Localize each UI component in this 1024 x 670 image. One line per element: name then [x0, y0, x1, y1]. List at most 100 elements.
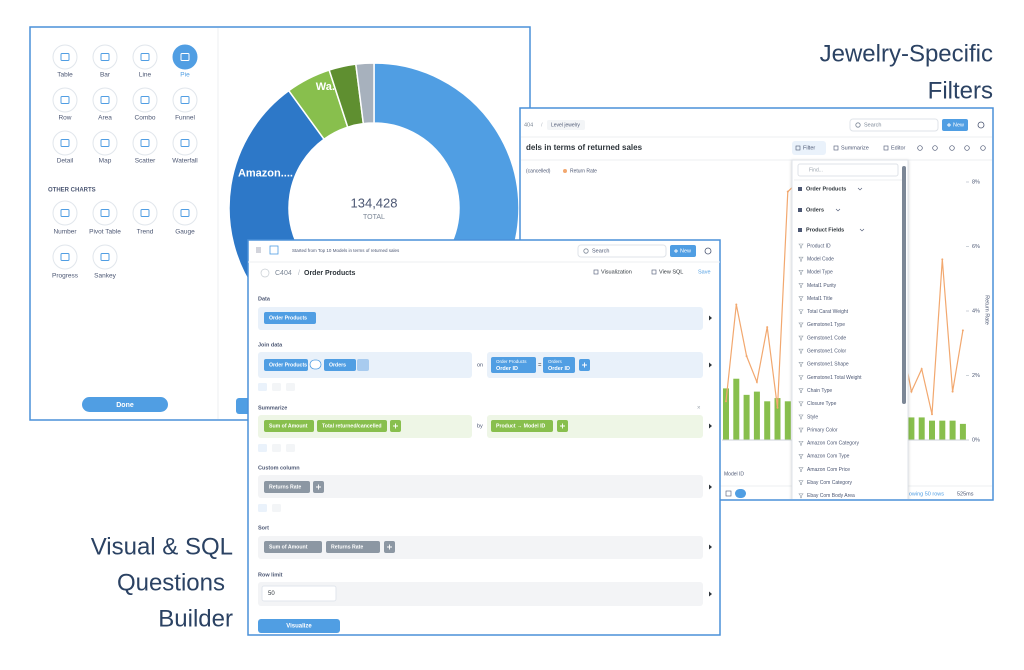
- add-button[interactable]: [579, 359, 590, 371]
- table-group[interactable]: Orders: [798, 207, 841, 213]
- step-pill[interactable]: Order Products Order ID: [491, 357, 536, 373]
- field-option[interactable]: Total Carat Weight: [798, 309, 849, 315]
- line-point: [755, 380, 758, 383]
- toolbar-button[interactable]: Editor: [880, 141, 914, 155]
- field-option[interactable]: Chain Type: [798, 388, 832, 394]
- chart-type-option[interactable]: Line: [132, 44, 158, 79]
- legend-swatch: [563, 169, 567, 173]
- chart-type-option[interactable]: Detail: [52, 130, 78, 165]
- row-count: Showing 50 rows: [902, 491, 944, 497]
- field-option[interactable]: Gemstone1 Shape: [798, 362, 849, 368]
- field-option[interactable]: Ebay Com Category: [798, 480, 853, 486]
- step-pill[interactable]: Orders Order ID: [543, 357, 575, 373]
- chart-type-option[interactable]: Waterfall: [172, 130, 198, 165]
- chart-type-option[interactable]: Funnel: [172, 87, 198, 122]
- step-pill[interactable]: Returns Rate: [326, 541, 380, 553]
- step-pill[interactable]: Orders: [324, 359, 356, 371]
- field-option[interactable]: Closure Type: [798, 401, 837, 407]
- header-button[interactable]: View SQL: [648, 265, 690, 279]
- chart-type-icon: [132, 44, 158, 70]
- new-button[interactable]: New: [942, 119, 968, 131]
- bar: [723, 388, 729, 440]
- chart-type-option[interactable]: Row: [52, 87, 78, 122]
- new-button[interactable]: New: [670, 245, 696, 257]
- caption: Visual & SQL: [91, 533, 233, 560]
- table-group[interactable]: Product Fields: [798, 227, 865, 233]
- step-pill[interactable]: Order Products: [264, 359, 308, 371]
- chart-type-option[interactable]: Sankey: [92, 244, 118, 280]
- pill-label: Order Products: [496, 359, 527, 364]
- chart-type-option[interactable]: Combo: [132, 87, 158, 122]
- visualize-button[interactable]: Visualize: [258, 619, 340, 633]
- plus-icon: [393, 423, 398, 429]
- chart-type-option[interactable]: Scatter: [132, 130, 158, 165]
- step-pill[interactable]: Order Products: [264, 312, 316, 324]
- icon-glyph: [60, 53, 70, 61]
- add-button[interactable]: [557, 420, 568, 432]
- field-option[interactable]: Metal1 Purity: [798, 283, 837, 289]
- save-link: Save: [698, 269, 711, 275]
- button-label: View SQL: [659, 269, 683, 275]
- chart-type-option[interactable]: Number: [52, 200, 78, 236]
- chart-type-option[interactable]: Gauge: [172, 200, 198, 236]
- step-pill[interactable]: Total returned/cancelled: [317, 420, 387, 432]
- add-button[interactable]: [313, 481, 324, 493]
- add-button[interactable]: [384, 541, 395, 553]
- pill-label: Orders: [548, 359, 563, 364]
- step-pill[interactable]: Product → Model ID: [491, 420, 553, 432]
- chart-type-option[interactable]: Progress: [52, 244, 79, 280]
- field-option[interactable]: Amazon Com Price: [798, 467, 850, 473]
- chart-type-option[interactable]: Map: [92, 130, 118, 165]
- chart-type-option[interactable]: Area: [92, 87, 118, 122]
- field-option[interactable]: Style: [798, 414, 818, 420]
- field-option[interactable]: Gemstone1 Total Weight: [798, 375, 862, 381]
- breadcrumb: Level jewelry: [551, 122, 580, 128]
- step-pill[interactable]: Returns Rate: [264, 481, 310, 493]
- join-type-toggle: [309, 359, 322, 370]
- button-label: Done: [116, 402, 134, 409]
- field-option[interactable]: Product ID: [798, 243, 831, 249]
- line-point: [920, 368, 923, 371]
- field-name: Ebay Com Body Area: [807, 493, 855, 499]
- table-group[interactable]: Order Products: [798, 186, 863, 192]
- button-label: Summarize: [841, 145, 869, 151]
- icon-glyph: [180, 96, 190, 104]
- field-icon: [798, 309, 804, 315]
- field-option[interactable]: Metal1 Title: [798, 296, 833, 302]
- chart-type-option[interactable]: Table: [52, 44, 78, 79]
- toolbar-icon: [949, 145, 955, 151]
- field-option[interactable]: Gemstone1 Type: [798, 322, 845, 328]
- chart-type-icon: [172, 87, 198, 113]
- header-button[interactable]: Visualization: [590, 265, 646, 279]
- field-option[interactable]: Model Type: [798, 270, 833, 276]
- field-option[interactable]: Primary Color: [798, 427, 838, 433]
- add-button[interactable]: [390, 420, 401, 432]
- done-button[interactable]: Done: [82, 397, 168, 412]
- field-name: Gemstone1 Shape: [807, 362, 849, 368]
- field-option[interactable]: Ebay Com Body Area: [798, 493, 855, 499]
- field-icon: [798, 375, 804, 380]
- field-option[interactable]: Gemstone1 Color: [798, 349, 847, 355]
- toolbar-button[interactable]: Filter: [792, 141, 826, 155]
- search-box: [577, 244, 667, 258]
- line-point: [745, 355, 748, 358]
- pill-label: Sum of Amount: [269, 423, 308, 429]
- step-pill[interactable]: Sum of Amount: [264, 420, 314, 432]
- chart-type-option[interactable]: Bar: [92, 44, 118, 79]
- field-option[interactable]: Model Code: [798, 256, 834, 262]
- preview-arrow: [709, 362, 712, 368]
- line-point: [961, 329, 964, 332]
- chart-type-option[interactable]: Pie: [172, 44, 198, 79]
- icon-glyph: [100, 53, 110, 61]
- step-pill[interactable]: Sum of Amount: [264, 541, 322, 553]
- field-option[interactable]: Amazon Com Type: [798, 454, 850, 460]
- field-icon: [798, 493, 804, 499]
- field-option[interactable]: Amazon Com Category: [798, 441, 859, 447]
- toolbar-button[interactable]: Summarize: [830, 141, 880, 155]
- field-icon: [798, 480, 804, 485]
- field-name: Style: [807, 414, 818, 420]
- field-option[interactable]: Gemstone1 Code: [798, 335, 846, 341]
- chart-type-label: Sankey: [94, 273, 116, 280]
- chart-type-option[interactable]: Trend: [132, 200, 158, 236]
- chart-type-option[interactable]: Pivot Table: [89, 200, 121, 236]
